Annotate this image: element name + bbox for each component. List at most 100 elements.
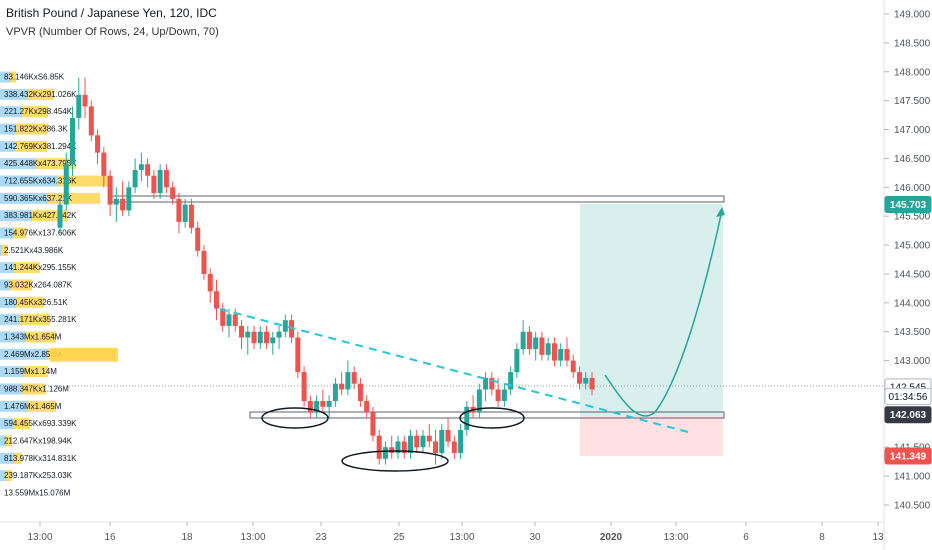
candle-body	[407, 435, 413, 454]
candle-body	[539, 337, 545, 355]
candle-body	[533, 337, 539, 350]
vp-down-bar	[14, 452, 22, 464]
position-zones	[580, 204, 723, 456]
vp-down-bar	[22, 383, 46, 395]
y-tick-label: 147.500	[894, 96, 931, 107]
vp-down-bar	[15, 140, 47, 152]
vp-up-bar	[0, 331, 26, 343]
vp-label: 212.647Kx198.94K	[4, 436, 73, 445]
vp-down-bar	[22, 106, 48, 118]
trendline[interactable]	[219, 308, 689, 433]
price-tag	[884, 195, 932, 213]
projection-curve[interactable]	[604, 209, 723, 417]
candle-body	[232, 314, 238, 326]
candle-body	[451, 441, 457, 454]
candle-body	[163, 169, 169, 188]
vp-up-bar	[0, 383, 22, 395]
candle-body	[495, 389, 501, 402]
price-axis: 149.000 148.500 148.000 147.500 147.000 146.5…	[884, 10, 931, 512]
candle-body	[207, 273, 213, 292]
candle-body	[439, 429, 445, 454]
x-tick-label: 18	[181, 532, 193, 543]
vp-label: 1.476Mx1.465M	[4, 402, 62, 411]
vp-poc-bar	[50, 347, 118, 362]
vp-label: 383.981Kx427.442K	[4, 211, 77, 220]
resistance-band[interactable]	[111, 195, 725, 203]
vp-up-bar	[0, 244, 2, 256]
vp-down-bar	[6, 470, 12, 482]
price-tag	[884, 406, 932, 424]
vp-down-bar	[14, 227, 26, 239]
candle-body	[95, 135, 101, 153]
vp-label: 590.365Kx637.21K	[4, 194, 73, 203]
support-band[interactable]	[249, 411, 725, 419]
x-tick-label: 25	[393, 532, 405, 543]
candle-body	[213, 291, 219, 309]
candle-body	[195, 227, 201, 251]
ellipse-2[interactable]	[341, 450, 449, 472]
vp-up-bar	[0, 210, 32, 222]
candle-body	[301, 372, 307, 402]
y-tick-label: 141.000	[894, 472, 931, 483]
candles	[57, 77, 595, 465]
candle-body	[514, 349, 520, 373]
vp-label: 151.822Kx386.3K	[4, 125, 68, 134]
candle-body	[501, 389, 507, 402]
vp-down-bar	[14, 418, 30, 430]
candle-body	[339, 383, 345, 390]
y-tick-label: 143.500	[894, 327, 931, 338]
target-zone	[580, 204, 723, 416]
candle-body	[145, 164, 151, 176]
x-tick-label: 13:00	[27, 532, 52, 543]
candle-body	[70, 117, 76, 165]
candle-body	[264, 331, 270, 344]
candle-body	[558, 349, 564, 361]
candle-body	[576, 372, 582, 384]
candle-body	[138, 164, 144, 170]
vp-up-bar	[0, 348, 48, 360]
price-tag-label: 01:34:56	[889, 392, 928, 403]
ellipse-1[interactable]	[261, 407, 329, 429]
candle-body	[545, 343, 551, 355]
indicator-label: VPVR (Number Of Rows, 24, Up/Down, 70)	[6, 26, 219, 38]
candle-body	[282, 320, 288, 332]
vp-down-bar	[14, 262, 40, 274]
vp-down-bar	[36, 158, 76, 170]
vp-down-bar	[32, 210, 68, 222]
candle-body	[276, 331, 282, 338]
vp-down-bar	[28, 400, 56, 412]
vp-up-bar	[0, 452, 14, 464]
price-tag-label: 142.545	[890, 382, 927, 393]
vp-up-bar	[0, 71, 10, 83]
candle-body	[526, 331, 532, 350]
vp-label: 1.343Mx1.654M	[4, 332, 62, 341]
vp-up-bar	[0, 192, 48, 204]
candle-body	[107, 175, 113, 205]
candle-body	[570, 360, 576, 373]
vp-up-bar	[0, 262, 14, 274]
candle-body	[63, 164, 69, 205]
stop-zone	[580, 416, 723, 456]
vp-label: 180.45Kx326.51K	[4, 298, 68, 307]
vp-up-bar	[0, 418, 14, 430]
chart-title: British Pound / Japanese Yen, 120, IDC	[6, 6, 217, 20]
vp-label: 142.769Kx381.294K	[4, 142, 77, 151]
candle-body	[476, 389, 482, 413]
ellipse-3[interactable]	[459, 407, 525, 429]
candle-body	[433, 441, 439, 454]
time-axis: 13:00 16 18 13:00 23 25 13:00 30 2020 13:00 6 8 13	[27, 522, 884, 543]
candle-body	[583, 377, 589, 384]
y-tick-label: 148.500	[894, 38, 931, 49]
vp-label: 13.559Mx15.076M	[4, 488, 71, 497]
vp-label: 221.27Kx298.454K	[4, 107, 73, 116]
vp-down-bar	[2, 244, 8, 256]
candle-body	[589, 377, 595, 390]
candle-body	[88, 106, 94, 136]
vp-up-bar	[0, 227, 14, 239]
annotations	[219, 207, 725, 472]
vp-down-bar	[24, 366, 48, 378]
candle-body	[520, 331, 526, 350]
candle-body	[489, 377, 495, 390]
